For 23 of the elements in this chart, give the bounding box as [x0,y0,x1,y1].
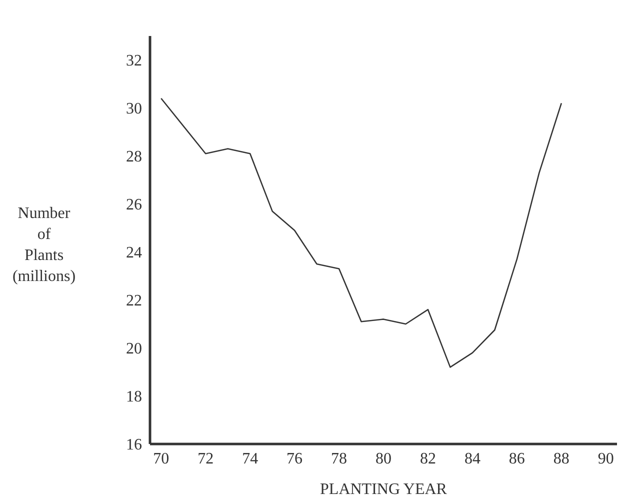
x-axis-title: PLANTING YEAR [320,481,448,498]
y-tick-label: 30 [126,100,142,118]
x-tick-label: 90 [598,450,614,468]
y-tick-label: 26 [126,196,142,214]
y-axis-title: Number of Plants (millions) [11,204,77,287]
x-tick-label: 86 [508,450,525,468]
x-tick-label: 82 [420,450,436,468]
y-tick-label: 28 [126,148,142,166]
line-series [160,98,562,368]
y-tick-label: 32 [126,52,142,70]
y-tick-label: 22 [126,292,142,310]
x-tick-label: 76 [286,450,303,468]
y-tick-label: 18 [126,388,142,406]
x-tick-label: 74 [242,450,258,468]
x-tick-label: 70 [153,450,170,468]
x-tick-label: 78 [331,450,348,468]
x-tick-label: 80 [376,450,392,468]
x-tick-label: 72 [198,450,214,468]
y-tick-label: 16 [126,436,142,454]
y-tick-label: 24 [126,244,142,262]
x-tick-label: 88 [553,450,570,468]
x-tick-label: 84 [464,450,480,468]
y-tick-label: 20 [126,340,142,358]
